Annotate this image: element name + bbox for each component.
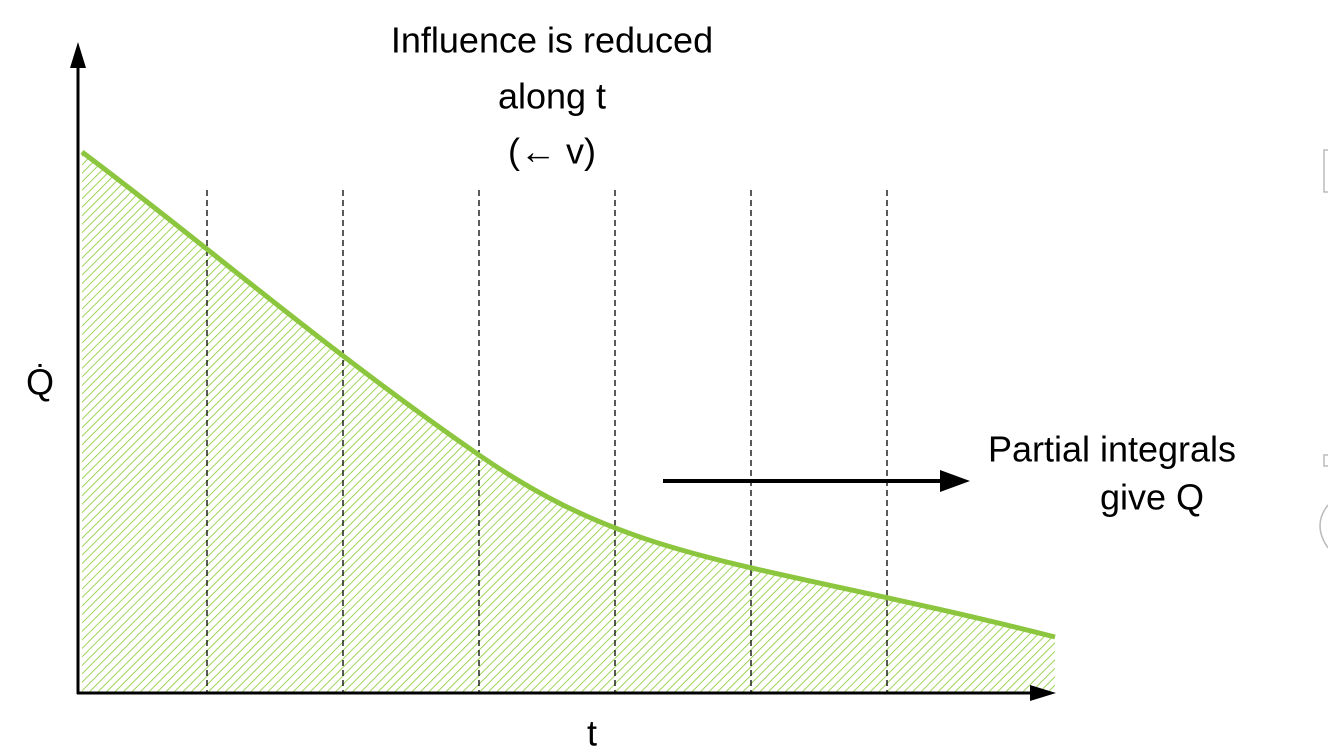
x-axis-label: t xyxy=(587,713,597,753)
area-fill xyxy=(82,152,1055,693)
note-line: Partial integrals xyxy=(988,429,1236,470)
edge-artifacts xyxy=(1319,149,1328,549)
arrow-head xyxy=(940,470,970,492)
annotation-line: Influence is reduced xyxy=(391,20,713,61)
curve xyxy=(80,149,1056,640)
x-axis-arrow xyxy=(1030,685,1056,701)
y-axis-arrow xyxy=(70,42,86,68)
annotation-line: (← v) xyxy=(508,131,596,172)
partition-lines xyxy=(206,190,888,693)
note-line: give Q xyxy=(1100,477,1204,518)
annotation-line: along t xyxy=(498,76,606,117)
y-axis-label: Q̇ xyxy=(26,362,54,403)
